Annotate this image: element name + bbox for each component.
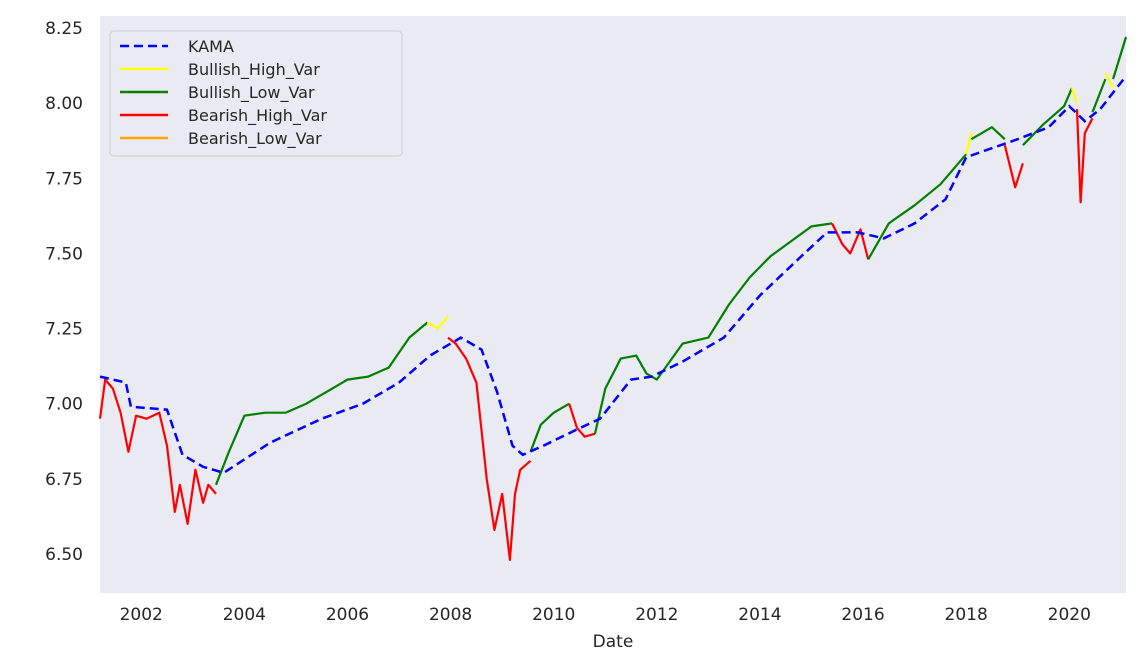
y-tick-label: 6.50 <box>45 545 83 565</box>
legend-label: Bearish_High_Var <box>188 106 327 126</box>
series-segment-bullish-high-var <box>1070 87 1079 104</box>
x-tick-label: 2016 <box>841 605 884 625</box>
series-segment-bullish-high-var <box>1104 72 1115 89</box>
x-tick-label: 2010 <box>532 605 575 625</box>
series-segment-bullish-low-var <box>593 222 833 434</box>
legend-label: KAMA <box>188 37 234 56</box>
series-segment-bullish-high-var <box>426 315 449 330</box>
x-axis-ticks: 2002 2004 2006 2008 2010 2012 2014 2016 2018 2020 <box>120 605 1091 625</box>
series-segment-bearish-high-var <box>568 403 596 438</box>
series-segment-bullish-high-var <box>965 132 973 155</box>
series-line-kama <box>99 75 1127 475</box>
x-tick-label: 2018 <box>945 605 988 625</box>
series-segment-bearish-high-var <box>1003 144 1024 189</box>
legend: KAMA Bullish_High_Var Bullish_Low_Var Beari… <box>109 30 403 157</box>
x-tick-label: 2008 <box>429 605 472 625</box>
series-segment-bullish-low-var <box>1091 78 1107 113</box>
series-segment-bullish-low-var <box>867 153 968 260</box>
x-tick-label: 2004 <box>223 605 266 625</box>
x-tick-label: 2002 <box>120 605 163 625</box>
y-tick-label: 7.50 <box>45 244 83 264</box>
legend-label: Bullish_Low_Var <box>188 83 315 103</box>
series-segment-bullish-low-var <box>214 321 429 486</box>
y-axis-ticks: 6.50 6.75 7.00 7.25 7.50 7.75 8.00 8.25 <box>45 19 83 565</box>
legend-label: Bearish_Low_Var <box>188 129 322 149</box>
series-segment-bullish-low-var <box>1022 87 1073 146</box>
series-segment-bearish-high-var <box>98 378 217 526</box>
y-tick-label: 8.25 <box>45 19 83 39</box>
y-tick-label: 7.00 <box>45 395 83 415</box>
x-tick-label: 2020 <box>1048 605 1091 625</box>
y-tick-label: 6.75 <box>45 470 83 490</box>
y-tick-label: 8.00 <box>45 94 83 114</box>
series-layer <box>98 36 1128 562</box>
series-segment-bearish-high-var <box>1075 109 1094 204</box>
y-tick-label: 7.75 <box>45 169 83 189</box>
series-segment-bearish-high-var <box>447 336 532 562</box>
x-tick-label: 2014 <box>738 605 781 625</box>
series-segment-bullish-low-var <box>529 402 570 453</box>
series-segment-bearish-high-var <box>831 222 870 260</box>
series-segment-bullish-low-var <box>1112 36 1128 80</box>
x-axis-title: Date <box>593 632 634 652</box>
x-tick-label: 2012 <box>635 605 678 625</box>
series-segment-bullish-low-var <box>970 126 1006 141</box>
legend-box <box>109 30 403 157</box>
y-tick-label: 7.25 <box>45 320 83 340</box>
legend-label: Bullish_High_Var <box>188 60 320 80</box>
x-tick-label: 2006 <box>326 605 369 625</box>
